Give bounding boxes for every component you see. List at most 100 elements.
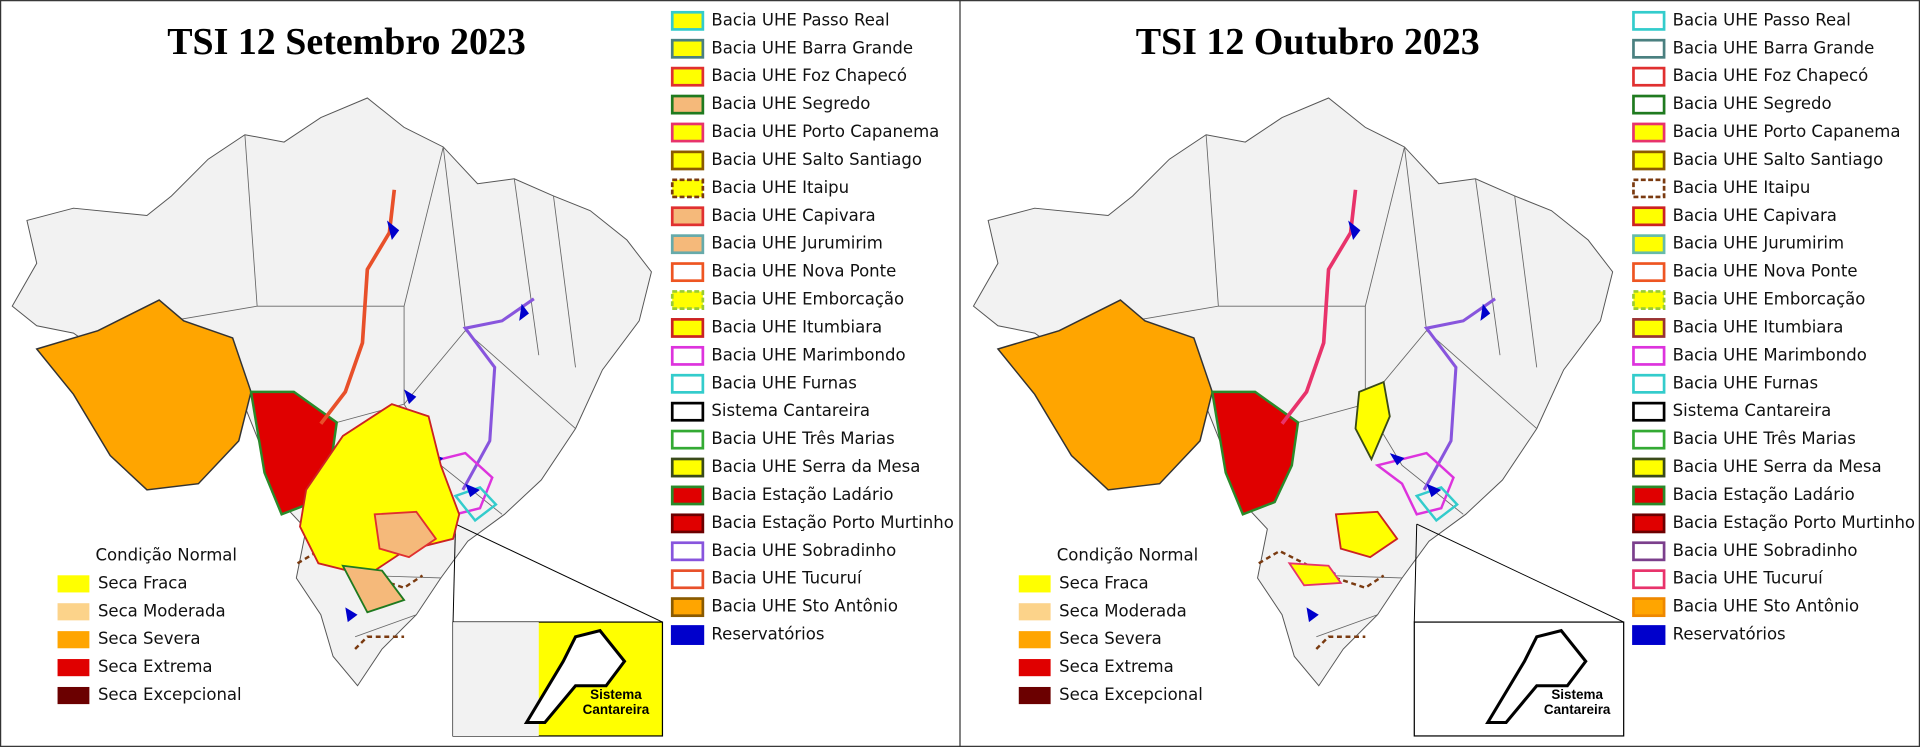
legend-swatch [670,513,705,534]
legend-label: Reservatórios [711,625,824,644]
legend-label: Bacia UHE Segredo [1673,94,1832,113]
legend-label: Bacia UHE Serra da Mesa [711,457,920,476]
legend-swatch [1632,318,1666,338]
legend-swatch [1018,575,1051,593]
inset-label: Sistema [1551,687,1603,702]
legend-swatch [57,631,90,649]
legend-label: Seca Fraca [1059,573,1149,592]
legend-label: Seca Excepcional [1059,685,1203,704]
legend-label: Bacia UHE Jurumirim [711,234,882,253]
legend-swatch [1632,234,1666,255]
legend-swatch [670,150,705,171]
region-seca-fraca [1354,380,1391,462]
legend-label: Bacia UHE Furnas [1673,373,1818,392]
legend-label: Bacia UHE Sto Antônio [1673,597,1860,616]
legend-swatch [670,541,705,562]
legend-swatch [670,345,705,366]
legend-swatch [670,206,705,227]
legend-swatch [1632,38,1666,59]
inset-land [453,622,539,736]
legend-label: Bacia UHE Salto Santiago [1673,150,1884,169]
legend-swatch [670,373,705,394]
legend-label: Bacia UHE Emborcação [1673,290,1866,309]
legend-swatch [670,38,705,59]
legend-swatch [57,686,90,705]
legend-label: Bacia UHE Segredo [711,94,870,113]
legend-swatch [1632,345,1666,366]
legend-label: Bacia Estação Porto Murtinho [711,513,953,532]
legend-swatch [670,66,705,87]
legend-swatch [1632,66,1666,87]
panel-title: TSI 12 Outubro 2023 [1136,21,1480,63]
legend-label: Condição Normal [1057,545,1199,564]
legend-label: Seca Severa [98,629,201,648]
legend-swatch [1018,631,1051,649]
legend-swatch [1018,686,1051,705]
legend-label: Bacia UHE Foz Chapecó [1673,66,1869,85]
legend-label: Seca Moderada [98,601,226,620]
legend-swatch [1632,178,1666,199]
inset-label: Cantareira [583,702,650,717]
legend-swatch [670,94,705,115]
legend-swatch [1632,569,1666,590]
legend-label: Bacia UHE Jurumirim [1673,234,1844,253]
legend-swatch [1632,262,1666,283]
legend-label: Seca Excepcional [98,685,242,704]
legend-label: Bacia UHE Itaipu [1673,178,1811,197]
map [10,96,665,737]
region-capivara [373,510,438,559]
legend-label: Bacia UHE Tucuruí [711,569,863,588]
legend-label: Bacia UHE Furnas [711,373,856,392]
legend-label: Bacia Estação Ladário [1673,485,1855,504]
legend-label: Bacia UHE Sobradinho [711,541,896,560]
legend-label: Bacia UHE Sobradinho [1673,541,1858,560]
legend-label: Seca Extrema [1059,657,1174,676]
legend-swatch [670,597,705,618]
inset-cantareira [1485,628,1588,725]
legend-swatch [1632,401,1666,422]
legend-label: Sistema Cantareira [1673,401,1832,420]
legend-label: Bacia UHE Barra Grande [711,38,913,57]
legend-swatch [670,234,705,255]
panel-title: TSI 12 Setembro 2023 [167,21,526,63]
legend-label: Bacia UHE Três Marias [711,429,894,448]
legend-swatch [670,401,705,422]
legend-swatch [1632,597,1666,618]
legend-label: Bacia UHE Capivara [711,206,875,225]
legend-label: Bacia UHE Itumbiara [1673,317,1844,336]
legend-label: Bacia UHE Barra Grande [1673,38,1875,57]
legend-label: Bacia UHE Foz Chapecó [711,66,907,85]
legend-label: Bacia UHE Salto Santiago [711,150,922,169]
legend-swatch [57,659,90,677]
legend-label: Seca Fraca [98,573,188,592]
legend-swatch [1632,373,1666,394]
legend-label: Bacia UHE Marimbondo [1673,345,1867,364]
legend-swatch [670,122,705,143]
legend-swatch [1632,625,1666,645]
legend-label: Condição Normal [96,545,238,564]
legend-swatch [670,625,705,645]
legend-label: Bacia UHE Nova Ponte [1673,262,1858,281]
legend-swatch [1632,457,1666,478]
inset-cantareira [523,628,627,725]
legend-label: Bacia UHE Tucuruí [1673,569,1825,588]
legend-swatch [1632,150,1666,171]
legend-swatch [1018,659,1051,677]
legend-label: Bacia UHE Porto Capanema [711,122,939,141]
legend-label: Bacia UHE Passo Real [711,10,889,29]
legend-swatch [670,318,705,338]
legend-swatch [1632,122,1666,143]
legend-label: Seca Moderada [1059,601,1187,620]
legend-label: Reservatórios [1673,625,1786,644]
legend-label: Bacia UHE Nova Ponte [711,262,896,281]
legend-label: Bacia UHE Itumbiara [711,317,882,336]
legend-swatch [1632,541,1666,562]
region-segredo [341,564,406,614]
legend-swatch [670,485,705,506]
region-seca-fraca [1287,562,1343,587]
region-seca-fraca [1334,510,1399,559]
legend-label: Bacia Estação Ladário [711,485,893,504]
legend-swatch [670,429,705,450]
